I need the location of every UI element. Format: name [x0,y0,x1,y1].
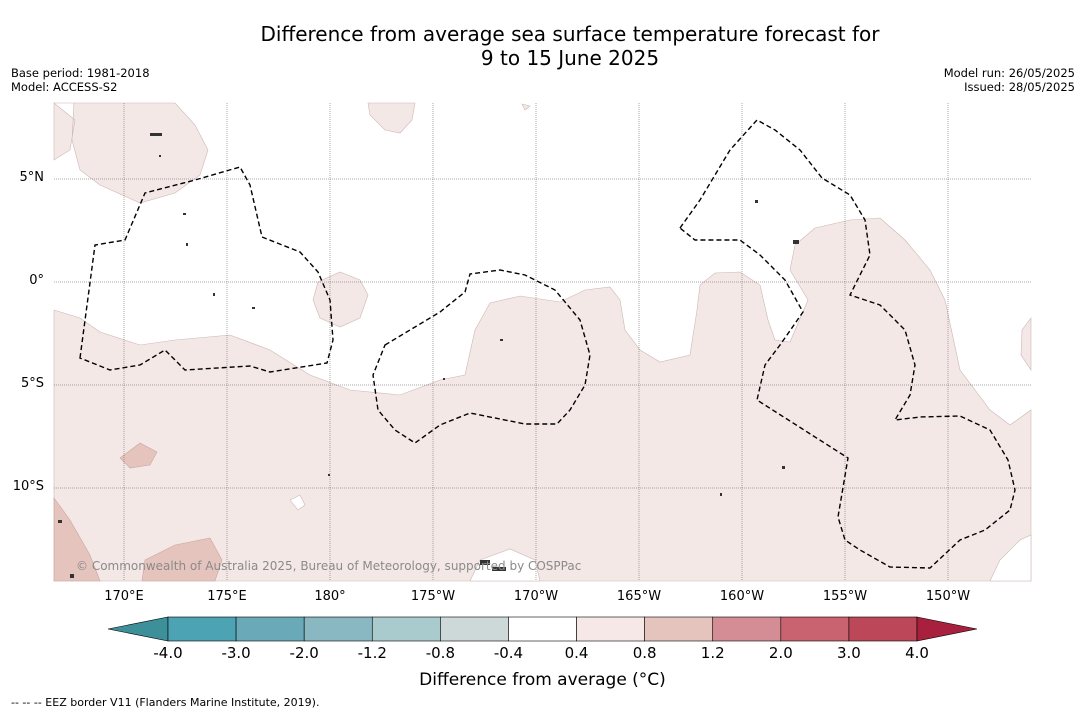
colorbar-segment [303,616,373,642]
neutral-patch [989,534,1032,582]
meta-right: Model run: 26/05/2025 Issued: 28/05/2025 [944,66,1075,94]
anomaly-region-0.8-1.2 [119,442,158,469]
colorbar-segment [780,616,850,642]
anomaly-region-0.4-0.8 [521,103,531,111]
island [213,293,215,296]
colorbar-tick-label: 3.0 [836,644,861,662]
colorbar-segment [712,616,782,642]
colorbar-segment [508,616,577,642]
colorbar-tick-label: -4.0 [153,644,183,662]
colorbar-extend-high [916,616,978,642]
colorbar-tick-label: 4.0 [905,644,929,662]
colorbar-segment [576,616,645,642]
longitude-label: 170°W [513,589,559,604]
eez-border [679,119,1016,569]
colorbar-label: Difference from average (°C) [419,670,666,690]
colorbar-tick-label: 0.8 [632,644,657,662]
island [782,466,785,469]
island [480,560,490,565]
colorbar-tick-label: -0.4 [493,644,524,662]
longitude-label: 150°W [925,589,971,604]
anomaly-region-0.4-0.8 [312,271,369,328]
longitude-label: 165°W [616,589,662,604]
island [793,240,799,244]
colorbar-extend-low [107,616,169,642]
neutral-patch [289,494,306,511]
eez-borders [79,119,1016,569]
graticule [54,103,1031,581]
issued-date: Issued: 28/05/2025 [964,80,1075,94]
island [70,574,74,578]
model-name: Model: ACCESS-S2 [11,80,118,94]
island [500,339,503,341]
colorbar-tick-label: 2.0 [768,644,793,662]
eez-footnote: -- -- -- EEZ border V11 (Flanders Marine… [11,696,320,709]
colorbar [107,616,978,642]
colorbar-tick-label: -3.0 [221,644,251,662]
longitude-label: 175°E [207,589,247,604]
colorbar-tick-label: 1.2 [700,644,725,662]
latitude-label: 5°N [19,170,45,185]
anomaly-region-0.8-1.2 [141,537,223,582]
colorbar-segment [440,616,509,642]
colorbar-tick-label: 0.4 [564,644,589,662]
longitude-label: 170°E [104,589,144,604]
island [492,567,506,571]
colorbar-segment [848,616,918,642]
title-line-2: 9 to 15 June 2025 [480,46,660,70]
copyright-note: © Commonwealth of Australia 2025, Bureau… [76,559,582,573]
neutral-patch [469,548,541,582]
anomaly-region-0.4-0.8 [1020,317,1032,371]
colorbar-segment [644,616,714,642]
colorbar-tick-label: -2.0 [289,644,319,662]
island [183,213,186,215]
longitude-label: 160°W [719,589,765,604]
longitude-label: 180° [314,589,346,604]
model-run: Model run: 26/05/2025 [943,66,1075,80]
latitude-label: 5°S [20,376,44,391]
island [186,243,188,246]
island [150,133,162,136]
colorbar-tick-label: -0.8 [425,644,455,662]
island [720,493,722,496]
eez-border [372,269,591,444]
colorbar-segment [371,616,441,642]
eez-border [79,166,334,373]
island [443,378,445,380]
island [328,474,330,476]
base-period: Base period: 1981-2018 [11,66,150,80]
latitude-label: 10°S [12,479,44,494]
island [755,200,758,203]
colorbar-tick-label: -1.2 [357,644,387,662]
island [252,307,255,309]
map-title: Difference from average sea surface temp… [0,22,1085,70]
islands [58,133,799,578]
title-line-1: Difference from average sea surface temp… [260,22,880,46]
island [58,520,62,523]
island [159,155,161,157]
anomaly-region-0.4-0.8 [53,102,209,204]
longitude-label: 175°W [410,589,456,604]
colorbar-segment [235,616,305,642]
anomaly-region-0.8-1.2 [53,497,101,582]
meta-left: Base period: 1981-2018 Model: ACCESS-S2 [11,66,150,94]
colorbar-segment [167,616,237,642]
latitude-label: 0° [29,273,44,288]
longitude-label: 155°W [822,589,868,604]
anomaly-region-0.4-0.8 [367,102,416,134]
